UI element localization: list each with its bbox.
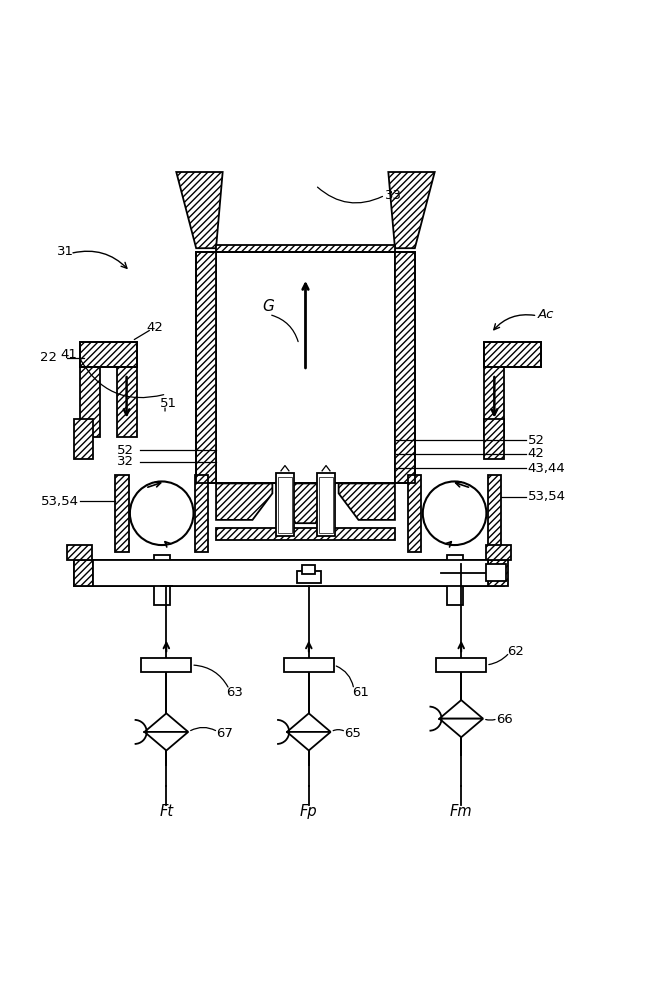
Text: 66: 66 xyxy=(496,713,513,726)
Polygon shape xyxy=(145,732,188,751)
Text: G: G xyxy=(262,299,274,314)
Text: 31: 31 xyxy=(57,245,74,258)
Text: Ac: Ac xyxy=(537,308,554,321)
Bar xyxy=(297,571,321,583)
Bar xyxy=(485,348,504,437)
Polygon shape xyxy=(440,719,483,737)
Text: 51: 51 xyxy=(160,397,177,410)
Text: 53,54: 53,54 xyxy=(41,495,78,508)
Bar xyxy=(278,477,292,533)
Bar xyxy=(80,342,137,367)
Bar xyxy=(485,342,540,367)
Bar xyxy=(196,252,415,483)
Polygon shape xyxy=(176,172,222,248)
Bar xyxy=(216,528,395,540)
Bar xyxy=(74,419,94,459)
Text: 42: 42 xyxy=(527,447,544,460)
Bar xyxy=(94,560,488,586)
Text: Fm: Fm xyxy=(450,804,473,819)
Polygon shape xyxy=(287,732,331,751)
Bar xyxy=(436,658,486,672)
Text: 62: 62 xyxy=(507,645,525,658)
Text: 32: 32 xyxy=(117,455,133,468)
Text: 65: 65 xyxy=(344,727,361,740)
Bar xyxy=(395,252,415,483)
Polygon shape xyxy=(440,700,483,719)
Bar xyxy=(80,367,100,437)
Text: 52: 52 xyxy=(527,434,544,447)
Bar xyxy=(195,475,208,552)
Bar xyxy=(486,564,505,581)
Text: 33: 33 xyxy=(385,189,402,202)
Bar xyxy=(276,473,294,536)
Bar xyxy=(488,560,507,586)
Text: 42: 42 xyxy=(147,321,163,334)
Bar xyxy=(488,475,501,552)
Bar xyxy=(485,342,540,367)
Text: 52: 52 xyxy=(117,444,133,457)
Bar xyxy=(317,473,335,536)
Bar xyxy=(80,342,137,367)
Bar xyxy=(302,565,315,574)
Bar xyxy=(154,555,170,605)
Text: 41: 41 xyxy=(60,348,77,361)
Text: 61: 61 xyxy=(352,686,369,699)
Bar xyxy=(284,658,333,672)
Text: Ft: Ft xyxy=(159,804,173,819)
Bar xyxy=(67,545,92,560)
Polygon shape xyxy=(287,713,331,732)
Bar xyxy=(486,545,511,560)
Text: 22: 22 xyxy=(41,351,58,364)
Bar xyxy=(485,419,504,459)
Bar xyxy=(74,560,94,586)
Bar xyxy=(196,252,216,483)
Bar xyxy=(408,475,422,552)
Polygon shape xyxy=(145,713,188,732)
Polygon shape xyxy=(388,172,435,248)
Bar xyxy=(319,477,333,533)
Polygon shape xyxy=(276,483,335,523)
Bar xyxy=(117,348,137,437)
Text: Fp: Fp xyxy=(300,804,317,819)
Text: 53,54: 53,54 xyxy=(527,490,566,503)
Text: 63: 63 xyxy=(226,686,243,699)
Text: 67: 67 xyxy=(216,727,233,740)
Polygon shape xyxy=(339,483,395,520)
Bar xyxy=(74,560,504,586)
Bar xyxy=(447,555,463,605)
Text: 43,44: 43,44 xyxy=(527,462,565,475)
Bar xyxy=(216,252,395,483)
Bar xyxy=(116,475,129,552)
Bar xyxy=(216,245,395,252)
Bar xyxy=(141,658,191,672)
Polygon shape xyxy=(216,483,272,520)
